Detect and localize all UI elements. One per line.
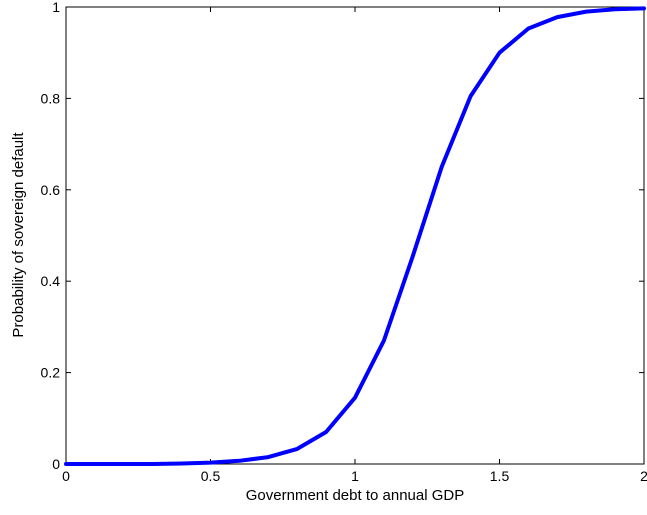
x-tick-label: 0.5: [201, 468, 221, 484]
x-tick-label: 1.5: [490, 468, 510, 484]
x-tick-label: 2: [640, 468, 647, 484]
y-tick-label: 0.2: [41, 365, 61, 381]
y-tick-label: 0.6: [41, 182, 61, 198]
x-tick-label: 1: [351, 468, 359, 484]
x-axis-label: Government debt to annual GDP: [246, 487, 464, 504]
axis-tick-labels: 0 0.5 1 1.5 2 0 0.2 0.4 0.6 0.8 1: [41, 0, 647, 484]
series-line: [64, 6, 646, 466]
y-tick-label: 0: [52, 456, 60, 472]
plot-area: [65, 6, 645, 465]
y-tick-label: 0.8: [41, 90, 61, 106]
y-axis-label: Probability of sovereign default: [10, 132, 27, 338]
y-tick-label: 1: [52, 0, 60, 15]
x-tick-label: 0: [62, 468, 70, 484]
y-tick-label: 0.4: [41, 273, 61, 289]
